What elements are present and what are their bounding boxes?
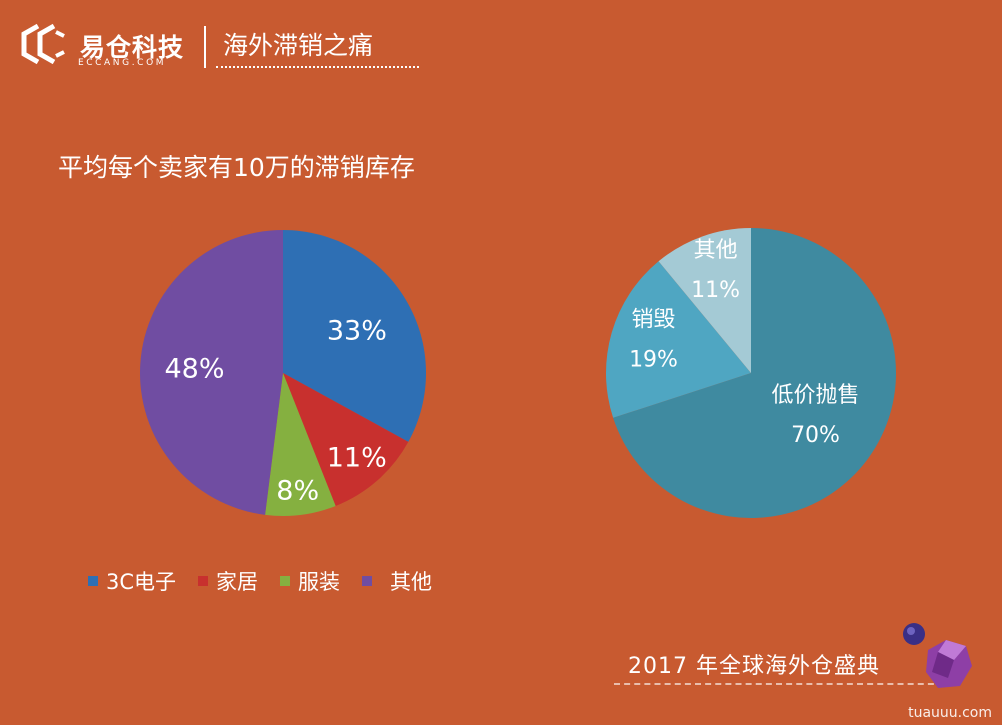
slice-category-label: 销毁 [632, 308, 676, 333]
pie-slice [140, 230, 283, 515]
slice-value-label: 33% [327, 315, 387, 346]
legend-item-3c: 3C电子 [88, 566, 176, 596]
slice-value-label: 70% [791, 423, 840, 448]
header-dotted-underline [216, 66, 419, 68]
legend-item-apparel: 服装 [280, 566, 340, 596]
watermark: tuauuu.com [908, 705, 992, 721]
footer-text: 2017 年全球海外仓盛典 [628, 654, 880, 679]
pie-slice [283, 373, 409, 506]
pie-slice [658, 228, 751, 373]
page-title: 海外滞销之痛 [223, 31, 374, 60]
legend-label: 其他 [390, 570, 433, 594]
pie-slice [283, 230, 427, 442]
legend: 3C电子 家居 服装 其他 [88, 566, 454, 596]
header-divider [204, 26, 206, 68]
legend-label: 家居 [216, 570, 259, 594]
legend-swatch [198, 576, 209, 586]
brand-name: 易仓科技 [80, 33, 185, 62]
footer-dashed-line [614, 683, 944, 685]
slice-value-label: 8% [276, 475, 319, 506]
pie-slice [265, 373, 336, 516]
slice-value-label: 48% [165, 353, 225, 384]
category-pie-chart: 33% 11% 8% 48% [140, 230, 427, 516]
slice-category-label: 低价抛售 [772, 383, 860, 408]
slice-value-label: 11% [327, 443, 387, 474]
legend-label: 服装 [298, 570, 341, 594]
slice-value-label: 19% [629, 348, 678, 373]
legend-item-home: 家居 [198, 566, 258, 596]
gem-icon [903, 623, 972, 688]
legend-swatch [362, 576, 373, 586]
pie-slice [613, 228, 896, 518]
eccang-logo-icon [21, 23, 65, 65]
legend-swatch [88, 576, 98, 586]
chart-subtitle: 平均每个卖家有10万的滞销库存 [58, 153, 415, 182]
legend-label: 3C电子 [106, 570, 177, 594]
slice-value-label: 11% [691, 278, 740, 303]
legend-item-other: 其他 [362, 566, 432, 596]
disposal-pie-chart: 低价抛售 70% 销毁 19% 其他 11% [606, 228, 896, 518]
brand-subtitle: ECCANG.COM [78, 58, 167, 68]
header: 易仓科技 ECCANG.COM 海外滞销之痛 [20, 18, 420, 78]
slice-category-label: 其他 [694, 238, 738, 263]
legend-swatch [280, 576, 291, 586]
pie-slice [606, 261, 751, 418]
